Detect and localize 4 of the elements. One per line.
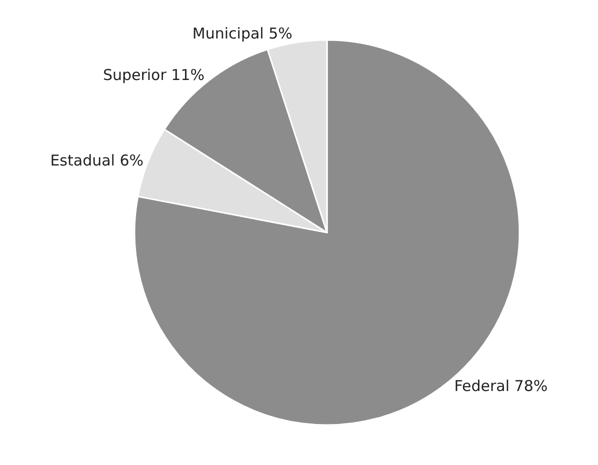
slice-label: Superior 11% (102, 66, 205, 84)
slice-label: Estadual 6% (50, 151, 144, 170)
slice-label: Municipal 5% (192, 24, 292, 43)
slice-label: Federal 78% (454, 377, 548, 396)
